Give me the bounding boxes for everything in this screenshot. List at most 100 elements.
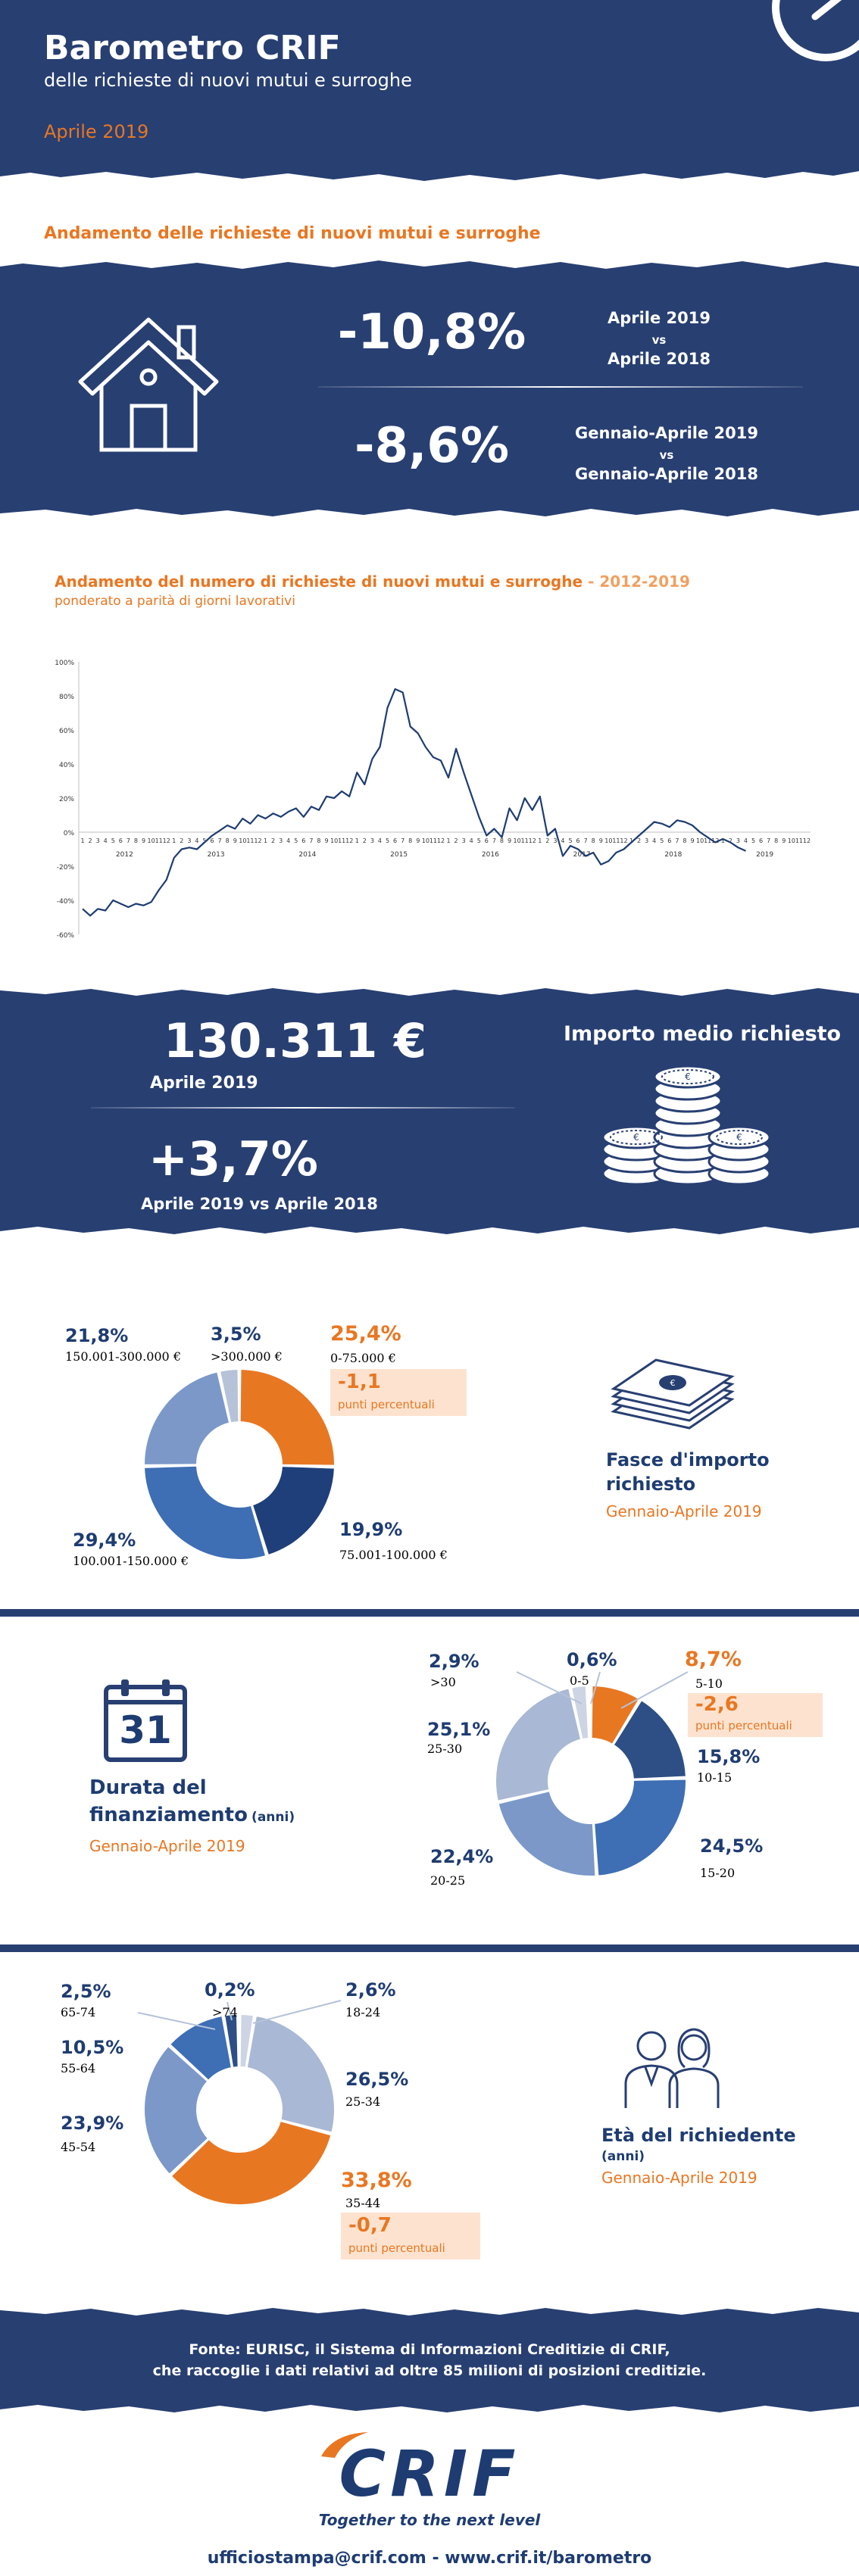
- x-tick-label: 10: [422, 837, 430, 844]
- d3-delta: -0,7: [348, 2214, 392, 2237]
- x-tick-label: 9: [690, 837, 694, 844]
- x-tick-label: 6: [576, 837, 580, 844]
- y-tick-label: 100%: [55, 660, 74, 667]
- x-tick-label: 12: [254, 837, 261, 844]
- x-tick-label: 10: [514, 837, 521, 844]
- d1-delta-box: -1,1 punti percentuali: [330, 1369, 467, 1416]
- x-tick-label: 8: [408, 837, 412, 844]
- x-tick-label: 8: [774, 837, 778, 844]
- donut-slice: [218, 1368, 240, 1424]
- donut-slice: [170, 2119, 333, 2206]
- crif-swoosh-icon: [321, 2432, 368, 2458]
- x-tick-label: 4: [652, 837, 656, 844]
- x-tick-label: 2: [180, 837, 183, 844]
- d3-pct-4: 10,5%: [61, 2037, 124, 2058]
- x-tick-label: 5: [111, 837, 115, 844]
- x-tick-label: 11: [795, 837, 803, 844]
- year-label: 2017: [573, 851, 591, 859]
- x-tick-label: 10: [148, 837, 155, 844]
- page-subtitle: delle richieste di nuovi mutui e surrogh…: [44, 70, 412, 91]
- x-tick-label: 2: [89, 837, 92, 844]
- x-tick-label: 9: [599, 837, 603, 844]
- y-tick-label: -40%: [57, 898, 75, 906]
- donut-slice: [143, 2044, 210, 2176]
- contact-link[interactable]: ufficiostampa@crif.com - www.crif.it/bar…: [207, 2549, 652, 2568]
- d1-title-2: richiesto: [606, 1474, 696, 1495]
- d2-range-0: 5-10: [695, 1676, 723, 1691]
- trend-band: [0, 276, 859, 504]
- d3-pct-6: 0,2%: [205, 1979, 255, 2001]
- footer-band: [0, 2322, 859, 2402]
- banknotes-icon: €: [611, 1358, 735, 1430]
- x-tick-label: 3: [645, 837, 648, 844]
- chart-subheading: ponderato a parità di giorni lavorativi: [55, 594, 295, 609]
- x-tick-label: 1: [629, 837, 633, 844]
- y-tick-label: 0%: [64, 830, 75, 837]
- d2-pct-2: 24,5%: [700, 1835, 764, 1857]
- x-tick-label: 3: [279, 837, 283, 844]
- donut-slice: [612, 1698, 687, 1780]
- x-tick-label: 11: [246, 837, 254, 844]
- svg-text:€: €: [736, 1132, 742, 1143]
- crif-logo: CRIF: [339, 2437, 520, 2511]
- d2-delta-label: punti percentuali: [695, 1719, 792, 1732]
- x-tick-label: 12: [529, 837, 536, 844]
- d2-title-2: finanziamento: [89, 1804, 248, 1826]
- x-tick-label: 11: [612, 837, 620, 844]
- x-tick-label: 9: [416, 837, 420, 844]
- d3-delta-label: punti percentuali: [348, 2241, 445, 2255]
- trend-value-2: -8,6%: [354, 418, 510, 474]
- x-tick-label: 1: [172, 837, 176, 844]
- x-tick-label: 4: [744, 837, 748, 844]
- amount-label: Aprile 2019: [150, 1074, 258, 1093]
- donut-slice: [245, 2014, 336, 2134]
- d3-title-suffix: (anni): [601, 2149, 645, 2164]
- donut-slice: [495, 1687, 583, 1802]
- x-tick-label: 3: [187, 837, 191, 844]
- x-tick-label: 7: [401, 837, 405, 844]
- x-tick-label: 3: [736, 837, 740, 844]
- x-tick-label: 7: [492, 837, 496, 844]
- x-tick-label: 12: [620, 837, 627, 844]
- donut-slice: [143, 1464, 267, 1561]
- donut-slice: [168, 2014, 233, 2082]
- section-divider: [0, 1609, 859, 1617]
- amount-change: +3,7%: [148, 1131, 318, 1187]
- year-label: 2016: [482, 851, 499, 859]
- d3-pct-5: 2,5%: [61, 1981, 111, 2002]
- x-tick-label: 1: [355, 837, 359, 844]
- y-tick-label: 20%: [59, 796, 74, 803]
- svg-text:€: €: [685, 1071, 691, 1082]
- d1-pct-1: 19,9%: [339, 1519, 403, 1540]
- d1-range-3: 150.001-300.000 €: [65, 1349, 181, 1364]
- year-label: 2013: [208, 851, 225, 859]
- x-tick-label: 12: [803, 837, 811, 844]
- line-chart: 100%80%60%40%20%0%-20%-40%-60%1 2 3 4 5 6 7 8 9 1…: [55, 660, 811, 940]
- d3-range-4: 55-64: [61, 2061, 96, 2075]
- chart-heading-main: Andamento del numero di richieste di nuo…: [55, 572, 583, 591]
- coins-icon: € € €: [601, 1065, 771, 1186]
- x-tick-label: 7: [584, 837, 588, 844]
- x-tick-label: 4: [104, 837, 108, 844]
- donut-amount-ranges: [143, 1368, 336, 1561]
- x-tick-label: 4: [470, 837, 473, 844]
- torn-edge: [0, 165, 859, 181]
- d2-delta: -2,6: [695, 1693, 739, 1716]
- d2-pct-3: 22,4%: [430, 1846, 494, 1867]
- x-tick-label: 1: [446, 837, 450, 844]
- x-tick-label: 7: [675, 837, 679, 844]
- x-tick-label: 11: [704, 837, 711, 844]
- x-tick-label: 6: [667, 837, 671, 844]
- x-tick-label: 10: [330, 837, 338, 844]
- d1-delta-label: punti percentuali: [338, 1398, 435, 1411]
- d2-pct-6: 0,6%: [567, 1649, 617, 1670]
- d3-range-5: 65-74: [61, 2005, 96, 2019]
- x-tick-label: 2: [729, 837, 732, 844]
- x-tick-label: 10: [696, 837, 704, 844]
- x-tick-label: 2: [454, 837, 458, 844]
- x-tick-label: 1: [264, 837, 267, 844]
- donut-slice: [497, 1790, 597, 1877]
- donut-slice: [593, 1778, 687, 1877]
- d3-range-2: 35-44: [345, 2196, 381, 2210]
- x-tick-label: 10: [788, 837, 795, 844]
